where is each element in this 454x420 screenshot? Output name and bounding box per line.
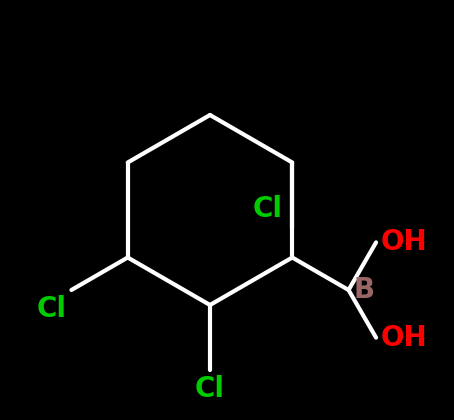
Text: B: B: [354, 276, 375, 304]
Text: Cl: Cl: [36, 295, 66, 323]
Text: OH: OH: [381, 324, 428, 352]
Text: Cl: Cl: [195, 375, 225, 403]
Text: OH: OH: [381, 228, 428, 256]
Text: Cl: Cl: [252, 194, 282, 223]
